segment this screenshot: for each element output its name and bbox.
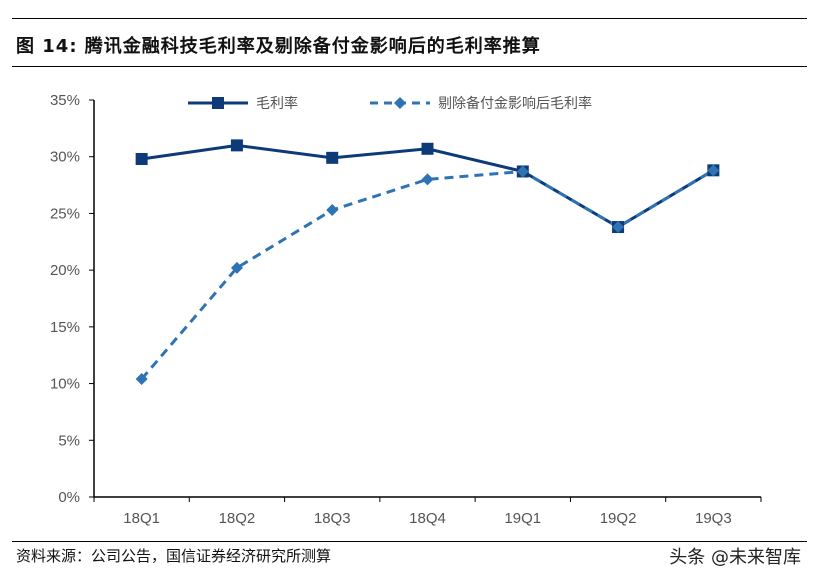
square-marker bbox=[135, 152, 148, 165]
legend-label-gross-margin: 毛利率 bbox=[256, 95, 298, 112]
bottom-rule bbox=[12, 541, 807, 542]
x-tick-label: 18Q2 bbox=[219, 510, 256, 527]
x-tick-label: 18Q1 bbox=[123, 510, 160, 527]
series-adjusted-margin-line bbox=[140, 169, 715, 381]
legend-square-marker bbox=[212, 97, 224, 109]
diamond-marker bbox=[707, 164, 720, 177]
diamond-marker bbox=[135, 373, 148, 386]
top-rule bbox=[12, 18, 807, 19]
y-tick-label: 30% bbox=[50, 149, 80, 166]
y-tick-label: 5% bbox=[58, 432, 80, 449]
y-tick-label: 20% bbox=[50, 262, 80, 279]
diamond-marker bbox=[516, 165, 529, 178]
diamond-marker bbox=[230, 261, 243, 274]
x-tick-label: 19Q3 bbox=[695, 510, 732, 527]
diamond-marker bbox=[612, 221, 625, 234]
title-rule bbox=[12, 66, 807, 67]
y-tick-label: 15% bbox=[50, 319, 80, 336]
x-tick-label: 18Q4 bbox=[409, 510, 446, 527]
y-tick-label: 25% bbox=[50, 205, 80, 222]
line-chart: 0% 5% 10% 15% 20% 25% 30% 35% 18Q1 18Q2 18Q3 18Q4 19… bbox=[50, 92, 762, 527]
figure-title: 图 14: 腾讯金融科技毛利率及剔除备付金影响后的毛利率推算 bbox=[16, 36, 541, 57]
y-tick-label: 35% bbox=[50, 92, 80, 109]
source-note: 资料来源：公司公告，国信证券经济研究所测算 bbox=[16, 547, 332, 565]
x-tick-label: 19Q1 bbox=[504, 510, 541, 527]
diamond-marker bbox=[326, 204, 339, 217]
square-marker bbox=[230, 139, 243, 152]
y-tick-label: 10% bbox=[50, 376, 80, 393]
square-marker bbox=[421, 142, 434, 155]
series-gross-margin-line bbox=[141, 143, 715, 229]
watermark: 头条 @未来智库 bbox=[669, 547, 801, 568]
legend-label-adjusted-margin: 剔除备付金影响后毛利率 bbox=[438, 95, 592, 112]
x-tick-label: 18Q3 bbox=[314, 510, 351, 527]
diamond-marker bbox=[421, 173, 434, 186]
legend-diamond-marker bbox=[394, 97, 406, 109]
y-tick-label: 0% bbox=[58, 489, 80, 506]
x-tick-label: 19Q2 bbox=[600, 510, 637, 527]
square-marker bbox=[326, 151, 339, 164]
